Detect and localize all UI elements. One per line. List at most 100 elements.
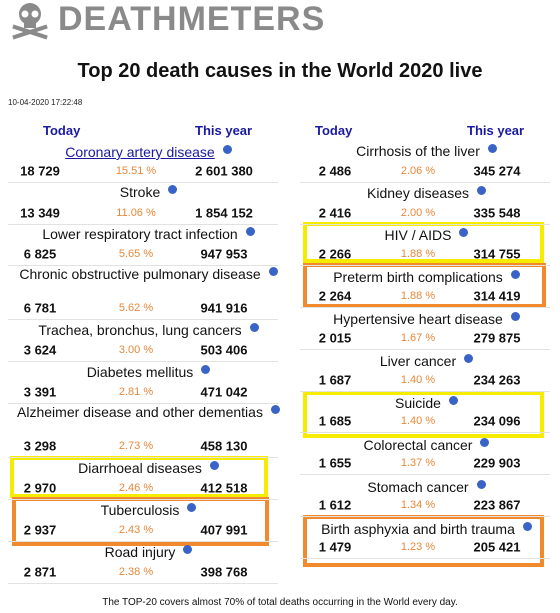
row-separator bbox=[8, 457, 278, 458]
year-count: 2 601 380 bbox=[195, 163, 253, 179]
year-count: 398 768 bbox=[200, 564, 248, 580]
info-icon[interactable] bbox=[480, 438, 490, 447]
info-icon[interactable] bbox=[522, 522, 532, 531]
highlight-yellow bbox=[10, 456, 268, 498]
cause-name: Liver cancer bbox=[379, 353, 457, 369]
today-count: 1 685 bbox=[318, 413, 352, 429]
page-title: Top 20 death causes in the World 2020 li… bbox=[77, 60, 483, 82]
info-icon[interactable] bbox=[487, 144, 497, 153]
percent-share: 2.46 % bbox=[118, 482, 154, 494]
info-icon[interactable] bbox=[249, 323, 259, 332]
column-header: Today bbox=[315, 123, 353, 138]
info-icon[interactable] bbox=[168, 185, 178, 194]
info-icon[interactable] bbox=[209, 461, 219, 470]
year-count: 314 419 bbox=[473, 288, 521, 304]
row-separator bbox=[300, 558, 550, 559]
info-icon[interactable] bbox=[245, 227, 255, 236]
row-separator bbox=[8, 265, 278, 266]
cause-name: Suicide bbox=[395, 395, 441, 411]
cause-link[interactable]: Coronary artery disease bbox=[65, 144, 215, 160]
percent-share: 11.06 % bbox=[116, 207, 156, 219]
cause-name: Trachea, bronchus, lung cancers bbox=[38, 322, 242, 338]
row-separator bbox=[300, 349, 550, 350]
percent-share: 2.73 % bbox=[118, 440, 154, 452]
percent-share: 1.88 % bbox=[400, 290, 436, 302]
percent-share: 1.40 % bbox=[400, 415, 436, 427]
info-icon[interactable] bbox=[448, 396, 458, 405]
year-count: 234 096 bbox=[473, 413, 521, 429]
year-count: 471 042 bbox=[200, 384, 248, 400]
row-separator bbox=[8, 224, 278, 225]
cause-name: HIV / AIDS bbox=[384, 227, 452, 243]
row-separator bbox=[8, 541, 278, 542]
row-separator bbox=[8, 499, 278, 500]
percent-share: 2.06 % bbox=[400, 165, 436, 177]
percent-share: 1.67 % bbox=[400, 332, 436, 344]
year-count: 947 953 bbox=[200, 246, 248, 262]
info-icon[interactable] bbox=[476, 186, 486, 195]
year-count: 234 263 bbox=[473, 372, 521, 388]
percent-share: 15.51 % bbox=[115, 165, 157, 177]
row-separator bbox=[300, 432, 550, 433]
info-icon[interactable] bbox=[510, 270, 520, 279]
today-count: 2 486 bbox=[318, 163, 352, 179]
cause-name: Birth asphyxia and birth trauma bbox=[321, 521, 515, 537]
percent-share: 5.62 % bbox=[118, 302, 154, 314]
today-count: 1 612 bbox=[318, 497, 352, 513]
info-icon[interactable] bbox=[268, 267, 278, 276]
cause-name: Hypertensive heart disease bbox=[333, 311, 503, 327]
row-separator bbox=[8, 182, 278, 183]
today-count: 1 479 bbox=[318, 539, 352, 555]
timestamp: 10-04-2020 17:22:48 bbox=[8, 98, 83, 107]
cause-name: Preterm birth complications bbox=[333, 269, 503, 285]
cause-name: Stroke bbox=[119, 184, 161, 200]
percent-share: 1.23 % bbox=[400, 541, 436, 553]
row-separator bbox=[300, 182, 550, 183]
year-count: 503 406 bbox=[200, 342, 248, 358]
percent-share: 2.00 % bbox=[400, 207, 436, 219]
row-separator bbox=[300, 307, 550, 308]
cause-name: Alzheimer disease and other dementias bbox=[17, 404, 263, 420]
today-count: 3 624 bbox=[23, 342, 57, 358]
cause-name: Colorectal cancer bbox=[363, 437, 473, 453]
info-icon[interactable] bbox=[464, 354, 474, 363]
percent-share: 2.81 % bbox=[118, 386, 154, 398]
today-count: 3 298 bbox=[23, 438, 57, 454]
year-count: 458 130 bbox=[200, 438, 248, 454]
percent-share: 3.00 % bbox=[118, 344, 154, 356]
info-icon[interactable] bbox=[183, 545, 193, 554]
info-icon[interactable] bbox=[510, 312, 520, 321]
cause-name: Diabetes mellitus bbox=[86, 364, 194, 380]
row-separator bbox=[8, 361, 278, 362]
today-count: 6 825 bbox=[23, 246, 57, 262]
cause-name: Stomach cancer bbox=[367, 479, 469, 495]
percent-share: 1.88 % bbox=[400, 248, 436, 260]
info-icon[interactable] bbox=[187, 503, 197, 512]
cause-name: Kidney diseases bbox=[367, 185, 469, 201]
info-icon[interactable] bbox=[222, 145, 232, 154]
info-icon[interactable] bbox=[459, 228, 469, 237]
year-count: 205 421 bbox=[473, 539, 521, 555]
today-count: 2 937 bbox=[23, 522, 57, 538]
info-icon[interactable] bbox=[476, 480, 486, 489]
year-count: 941 916 bbox=[200, 300, 248, 316]
percent-share: 2.43 % bbox=[118, 524, 154, 536]
logo: DEATHMETERS bbox=[58, 0, 326, 38]
today-count: 18 729 bbox=[20, 163, 60, 179]
today-count: 2 416 bbox=[318, 205, 352, 221]
today-count: 6 781 bbox=[23, 300, 57, 316]
year-count: 335 548 bbox=[473, 205, 521, 221]
today-count: 2 871 bbox=[23, 564, 57, 580]
row-separator bbox=[300, 516, 550, 517]
info-icon[interactable] bbox=[201, 365, 211, 374]
info-icon[interactable] bbox=[270, 405, 280, 414]
year-count: 407 991 bbox=[200, 522, 248, 538]
today-count: 13 349 bbox=[20, 205, 60, 221]
cause-name: Road injury bbox=[104, 544, 176, 560]
column-header: Today bbox=[43, 123, 81, 138]
percent-share: 1.40 % bbox=[400, 374, 436, 386]
percent-share: 2.38 % bbox=[118, 566, 154, 578]
row-separator bbox=[8, 403, 278, 404]
column-header: This year bbox=[467, 123, 525, 138]
